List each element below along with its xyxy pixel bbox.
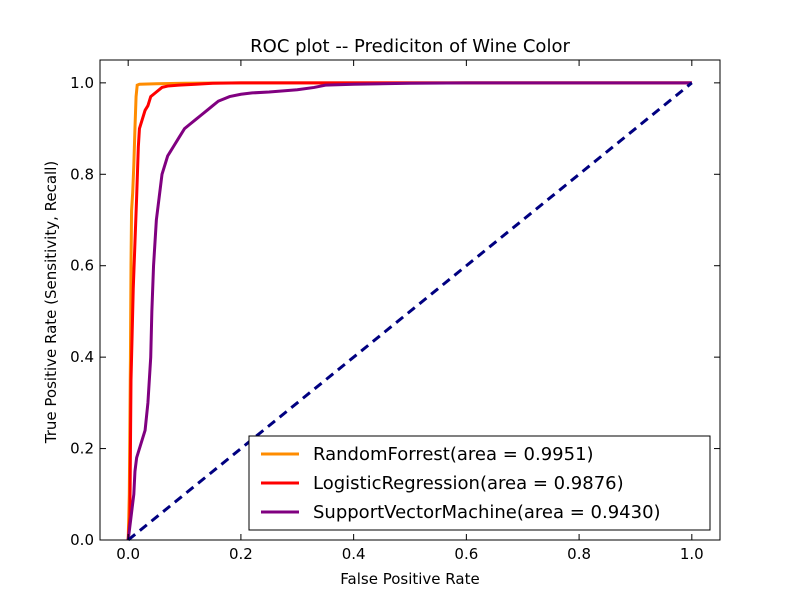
x-tick-label: 0.2: [229, 545, 253, 563]
y-tick-label: 0.4: [70, 348, 94, 366]
series-line-2: [126, 81, 692, 541]
y-tick-label: 0.0: [70, 531, 94, 549]
legend: RandomForrest(area = 0.9951) LogisticRegr…: [248, 435, 711, 531]
legend-label: RandomForrest(area = 0.9951): [313, 444, 594, 465]
x-tick-label: 0.8: [567, 545, 591, 563]
x-tick-label: 0.6: [454, 545, 478, 563]
y-tick-label: 0.6: [70, 257, 94, 275]
legend-label: LogisticRegression(area = 0.9876): [313, 473, 624, 494]
x-tick-label: 0.0: [116, 545, 140, 563]
x-axis-label: False Positive Rate: [340, 570, 479, 588]
y-tick-label: 0.2: [70, 440, 94, 458]
series-line-3: [127, 81, 693, 542]
x-tick-label: 0.4: [342, 545, 366, 563]
legend-box: [248, 435, 711, 531]
y-tick-label: 0.8: [70, 165, 94, 183]
chart-title: ROC plot -- Prediciton of Wine Color: [250, 36, 570, 57]
x-tick-label: 1.0: [680, 545, 704, 563]
plot-frame: [99, 59, 721, 541]
legend-label: SupportVectorMachine(area = 0.9430): [313, 502, 661, 523]
y-axis-label: True Positive Rate (Sensitivity, Recall): [42, 161, 60, 444]
y-tick-label: 1.0: [70, 74, 94, 92]
series-line-1: [126, 81, 692, 541]
